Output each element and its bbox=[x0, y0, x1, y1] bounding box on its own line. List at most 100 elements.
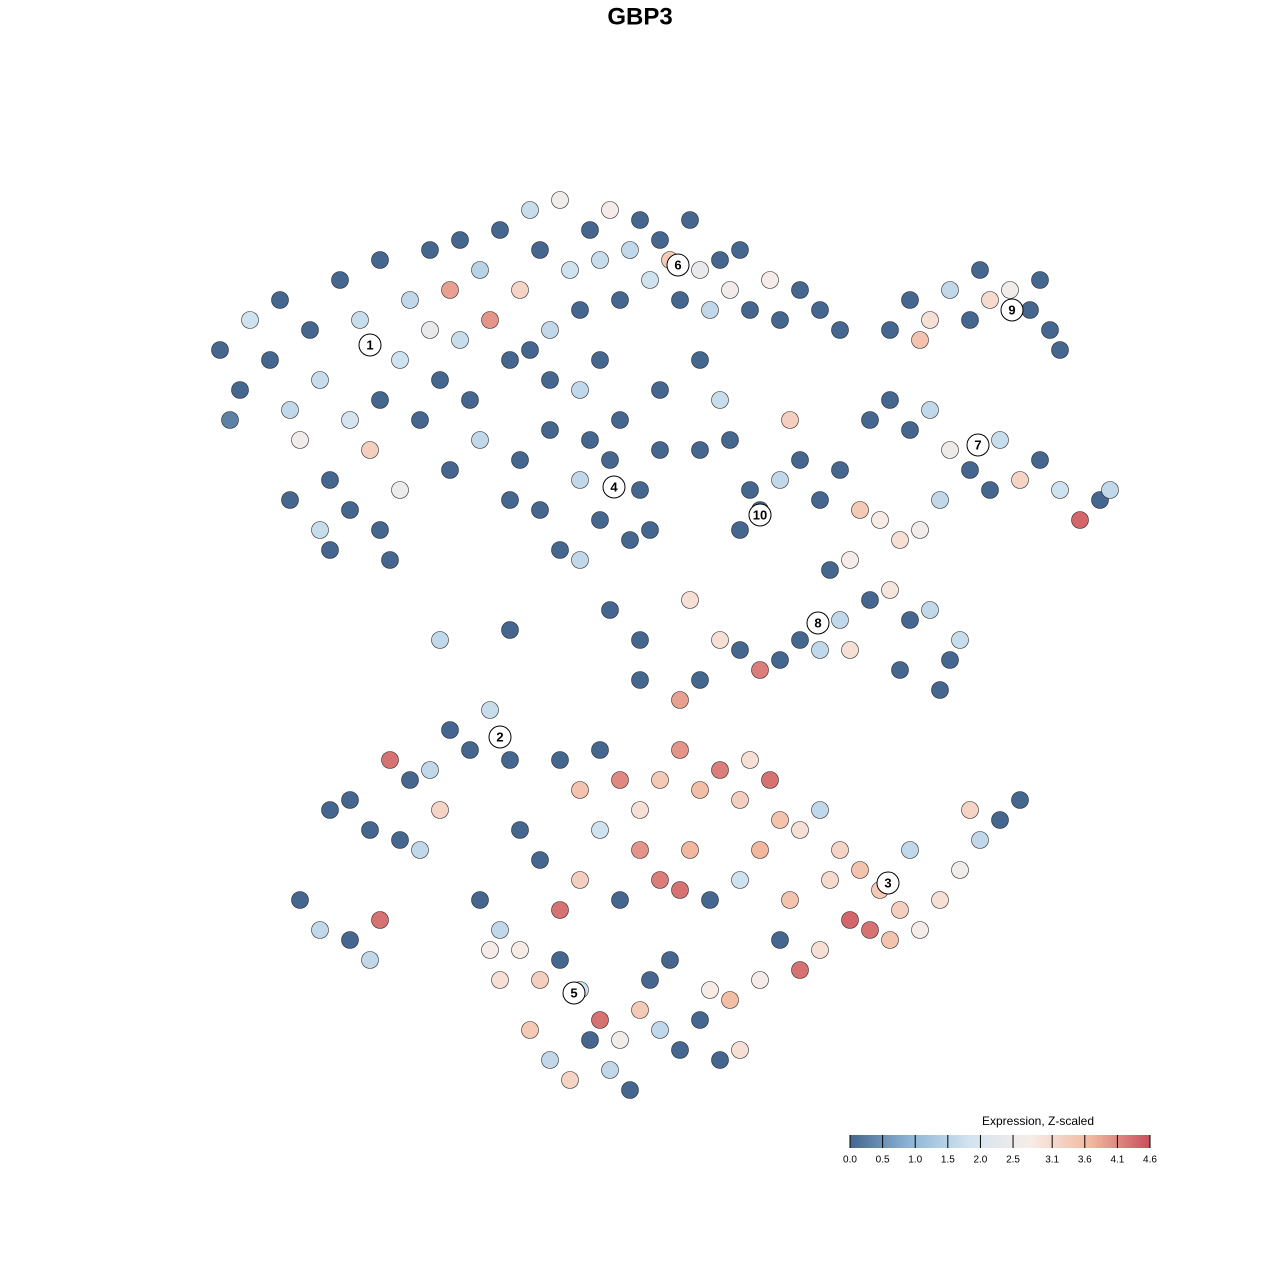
point bbox=[931, 891, 949, 909]
point bbox=[691, 441, 709, 459]
point bbox=[771, 931, 789, 949]
cluster-label: 7 bbox=[974, 437, 981, 452]
point bbox=[781, 891, 799, 909]
cluster-badge bbox=[358, 333, 382, 357]
point bbox=[771, 311, 789, 329]
point bbox=[691, 351, 709, 369]
point bbox=[711, 391, 729, 409]
point bbox=[941, 651, 959, 669]
point bbox=[441, 461, 459, 479]
point bbox=[791, 961, 809, 979]
point bbox=[591, 821, 609, 839]
point bbox=[541, 421, 559, 439]
point bbox=[561, 1071, 579, 1089]
point bbox=[631, 841, 649, 859]
cluster-badge bbox=[748, 503, 772, 527]
point bbox=[921, 601, 939, 619]
point bbox=[671, 741, 689, 759]
point bbox=[1021, 301, 1039, 319]
point bbox=[481, 941, 499, 959]
point bbox=[611, 771, 629, 789]
point bbox=[951, 631, 969, 649]
point bbox=[271, 291, 289, 309]
point bbox=[741, 751, 759, 769]
point bbox=[641, 271, 659, 289]
point bbox=[391, 481, 409, 499]
point bbox=[591, 511, 609, 529]
point bbox=[601, 451, 619, 469]
point bbox=[851, 861, 869, 879]
point bbox=[941, 281, 959, 299]
colorbar-title: Expression, Z-scaled bbox=[982, 1114, 1094, 1128]
point bbox=[991, 811, 1009, 829]
point bbox=[591, 251, 609, 269]
point bbox=[541, 1051, 559, 1069]
point bbox=[1041, 321, 1059, 339]
point bbox=[631, 631, 649, 649]
point bbox=[321, 541, 339, 559]
point bbox=[671, 691, 689, 709]
point bbox=[791, 821, 809, 839]
point bbox=[471, 431, 489, 449]
point bbox=[671, 1041, 689, 1059]
point bbox=[601, 201, 619, 219]
point bbox=[431, 801, 449, 819]
colorbar-tick-label: 0.0 bbox=[843, 1155, 857, 1166]
point bbox=[231, 381, 249, 399]
point bbox=[731, 871, 749, 889]
point bbox=[851, 501, 869, 519]
point bbox=[461, 391, 479, 409]
cluster-badge bbox=[562, 981, 586, 1005]
point bbox=[301, 321, 319, 339]
point bbox=[641, 971, 659, 989]
point bbox=[811, 941, 829, 959]
point bbox=[241, 311, 259, 329]
point bbox=[451, 331, 469, 349]
point bbox=[531, 501, 549, 519]
point bbox=[811, 641, 829, 659]
point bbox=[531, 971, 549, 989]
point bbox=[861, 921, 879, 939]
point bbox=[691, 781, 709, 799]
point bbox=[571, 871, 589, 889]
point bbox=[401, 291, 419, 309]
point bbox=[331, 271, 349, 289]
point bbox=[561, 261, 579, 279]
point bbox=[921, 401, 939, 419]
point bbox=[671, 881, 689, 899]
point bbox=[691, 1011, 709, 1029]
point bbox=[491, 971, 509, 989]
point bbox=[701, 891, 719, 909]
point bbox=[811, 801, 829, 819]
point bbox=[731, 1041, 749, 1059]
point bbox=[311, 921, 329, 939]
cluster-badge bbox=[666, 253, 690, 277]
cluster-label: 2 bbox=[496, 729, 503, 744]
point bbox=[931, 681, 949, 699]
point bbox=[1051, 341, 1069, 359]
point bbox=[731, 791, 749, 809]
point bbox=[451, 231, 469, 249]
point bbox=[961, 311, 979, 329]
point bbox=[551, 541, 569, 559]
point bbox=[651, 1021, 669, 1039]
point bbox=[621, 531, 639, 549]
point bbox=[431, 371, 449, 389]
point bbox=[731, 641, 749, 659]
point bbox=[361, 821, 379, 839]
point bbox=[981, 481, 999, 499]
point bbox=[841, 911, 859, 929]
point bbox=[861, 411, 879, 429]
point bbox=[611, 1031, 629, 1049]
colorbar-tick-label: 2.0 bbox=[973, 1155, 987, 1166]
point bbox=[471, 891, 489, 909]
point bbox=[761, 271, 779, 289]
point bbox=[741, 481, 759, 499]
point bbox=[541, 321, 559, 339]
point bbox=[511, 451, 529, 469]
point bbox=[901, 841, 919, 859]
point bbox=[481, 701, 499, 719]
point bbox=[821, 871, 839, 889]
point bbox=[501, 621, 519, 639]
